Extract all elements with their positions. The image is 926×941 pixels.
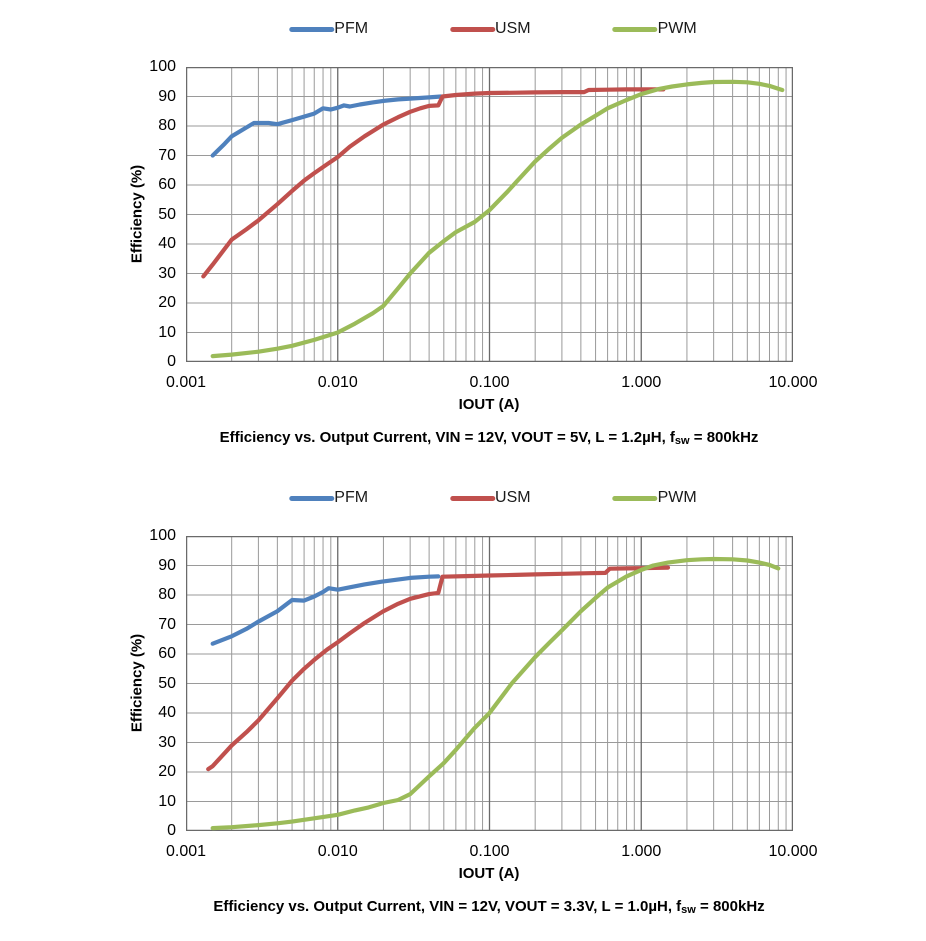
y-tick-label: 90	[158, 556, 176, 574]
caption-text-suffix: = 800kHz	[695, 898, 765, 915]
pfm-curve	[210, 574, 441, 646]
pfm-line-swatch	[289, 495, 335, 501]
y-tick-label: 100	[149, 527, 176, 544]
y-tick-label: 50	[158, 674, 176, 692]
y-tick-label: 70	[158, 615, 176, 633]
x-tick-label: 0.100	[469, 374, 510, 391]
y-tick-label: 80	[158, 586, 176, 603]
caption-text: Efficiency vs. Output Current, VIN = 12V…	[213, 898, 682, 915]
x-tick-label: 1.000	[621, 843, 662, 860]
caption-text-suffix: = 800kHz	[689, 429, 759, 446]
legend-item-pwm: PWM	[612, 20, 697, 38]
caption-subscript: sw	[681, 904, 696, 916]
x-tick-label: 0.100	[469, 843, 510, 860]
pfm-line-swatch	[289, 26, 335, 32]
x-tick-label: 0.001	[165, 374, 207, 391]
x-tick-label: 0.010	[317, 843, 358, 860]
y-tick-label: 0	[167, 822, 176, 839]
legend: PFM USM PWM	[289, 20, 697, 38]
y-tick-label: 20	[158, 294, 176, 311]
y-tick-label: 50	[158, 205, 176, 223]
pwm-curve	[210, 79, 785, 359]
efficiency-chart-5v: PFM USM PWM Efficiency (%) 100 90 80 70 60 50…	[0, 0, 926, 470]
legend: PFM USM PWM	[289, 489, 697, 507]
y-tick-label: 20	[158, 763, 176, 780]
y-tick-label: 30	[158, 264, 176, 282]
legend-label-pwm: PWM	[657, 489, 697, 506]
legend-label-pfm: PFM	[334, 489, 369, 506]
usm-curve	[206, 565, 671, 772]
y-tick-label: 10	[158, 323, 176, 341]
y-tick-label: 40	[158, 235, 176, 252]
x-axis-title: IOUT (A)	[458, 865, 520, 882]
legend-item-pwm: PWM	[612, 489, 697, 507]
legend-item-pfm: PFM	[289, 20, 368, 38]
x-tick-label: 10.000	[768, 374, 818, 391]
legend-item-pfm: PFM	[289, 489, 368, 507]
usm-curve	[201, 87, 666, 279]
plot-area	[186, 536, 793, 831]
chart-caption: Efficiency vs. Output Current, VIN = 12V…	[219, 429, 759, 447]
y-tick-label: 60	[158, 645, 176, 662]
y-tick-label: 70	[158, 146, 176, 164]
chart-caption: Efficiency vs. Output Current, VIN = 12V…	[213, 898, 765, 916]
legend-item-usm: USM	[450, 20, 531, 38]
legend-item-usm: USM	[450, 489, 531, 507]
x-tick-label: 0.001	[165, 843, 207, 860]
legend-label-usm: USM	[495, 489, 531, 506]
legend-label-pfm: PFM	[334, 20, 369, 37]
pwm-curve	[210, 556, 781, 831]
pfm-curve	[210, 94, 444, 158]
y-tick-label: 10	[158, 792, 176, 810]
x-axis-title: IOUT (A)	[458, 396, 520, 413]
legend-label-pwm: PWM	[657, 20, 697, 37]
x-tick-label: 10.000	[768, 843, 818, 860]
plot-area	[186, 67, 793, 362]
y-tick-label: 0	[167, 353, 176, 370]
y-tick-label: 40	[158, 704, 176, 721]
x-tick-label: 1.000	[621, 374, 662, 391]
y-tick-label: 80	[158, 117, 176, 134]
y-tick-label: 60	[158, 176, 176, 193]
pwm-line-swatch	[612, 495, 658, 501]
usm-line-swatch	[450, 26, 496, 32]
efficiency-chart-3v3: PFM USM PWM Efficiency (%) 100 90 80 70 60 50…	[0, 469, 926, 939]
caption-text: Efficiency vs. Output Current, VIN = 12V…	[219, 429, 675, 446]
y-tick-label: 90	[158, 87, 176, 105]
caption-subscript: sw	[674, 435, 690, 447]
legend-label-usm: USM	[495, 20, 531, 37]
usm-line-swatch	[450, 495, 496, 501]
pwm-line-swatch	[612, 26, 658, 32]
y-tick-label: 100	[149, 58, 176, 75]
y-tick-label: 30	[158, 733, 176, 751]
x-tick-label: 0.010	[317, 374, 358, 391]
